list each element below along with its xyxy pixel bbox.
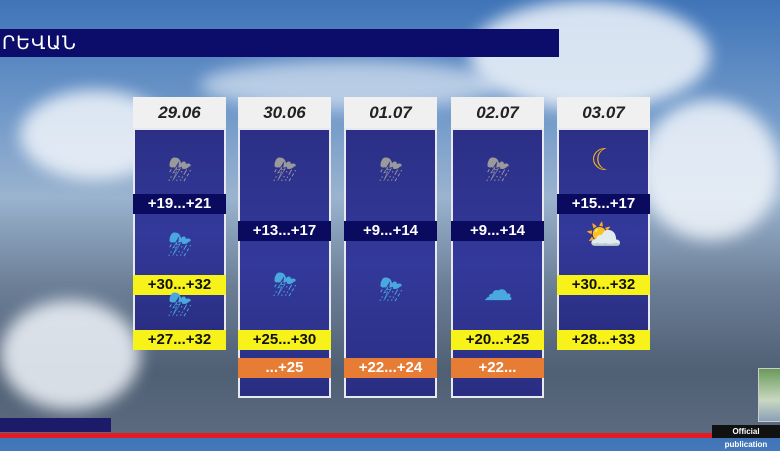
thunderstorm-blue-cloud-icon: ⛈	[168, 229, 192, 262]
day-date: 29.06	[133, 97, 226, 128]
temperature-day: +20...+25	[451, 330, 544, 350]
forecast-panel	[451, 128, 544, 398]
official-publication-label: Official publication	[712, 425, 780, 449]
forecast-panel	[344, 128, 437, 398]
thunderstorm-grey-cloud-icon: ⛈	[379, 154, 403, 187]
temperature-day: +28...+33	[557, 330, 650, 350]
city-title: ՐԵՎԱՆ	[0, 29, 559, 57]
blue-clouds-icon: ☁	[483, 274, 513, 307]
temperature-warm: +22...+24	[344, 358, 437, 378]
temperature-night: +9...+14	[451, 221, 544, 241]
background-cloud	[640, 100, 780, 240]
day-date: 01.07	[344, 97, 437, 128]
temperature-night: +9...+14	[344, 221, 437, 241]
moon-cloud-icon: ☾	[590, 144, 618, 177]
day-date: 02.07	[451, 97, 544, 128]
thunderstorm-grey-cloud-icon: ⛈	[168, 154, 192, 187]
forecast-panel	[238, 128, 331, 398]
temperature-day: +30...+32	[133, 275, 226, 295]
day-date: 30.06	[238, 97, 331, 128]
forecast-panel	[557, 128, 650, 335]
red-bottom-line	[0, 433, 712, 438]
temperature-night: +15...+17	[557, 194, 650, 214]
temperature-day: +30...+32	[557, 275, 650, 295]
thunderstorm-grey-cloud-icon: ⛈	[273, 154, 297, 187]
thunderstorm-blue-cloud-icon: ⛈	[168, 289, 192, 322]
thunderstorm-blue-cloud-icon: ⛈	[273, 269, 297, 302]
channel-logo	[758, 368, 780, 422]
background-cloud	[0, 300, 140, 410]
temperature-day: +25...+30	[238, 330, 331, 350]
temperature-warm: ...+25	[238, 358, 331, 378]
lower-caption-bar	[0, 418, 111, 432]
thunderstorm-grey-cloud-icon: ⛈	[486, 154, 510, 187]
temperature-day: +27...+32	[133, 330, 226, 350]
thunderstorm-sun-cloud-icon: ⛈	[379, 274, 403, 307]
day-date: 03.07	[557, 97, 650, 128]
sun-cloud-icon: ⛅	[585, 219, 623, 252]
temperature-night: +19...+21	[133, 194, 226, 214]
temperature-warm: +22...	[451, 358, 544, 378]
temperature-night: +13...+17	[238, 221, 331, 241]
